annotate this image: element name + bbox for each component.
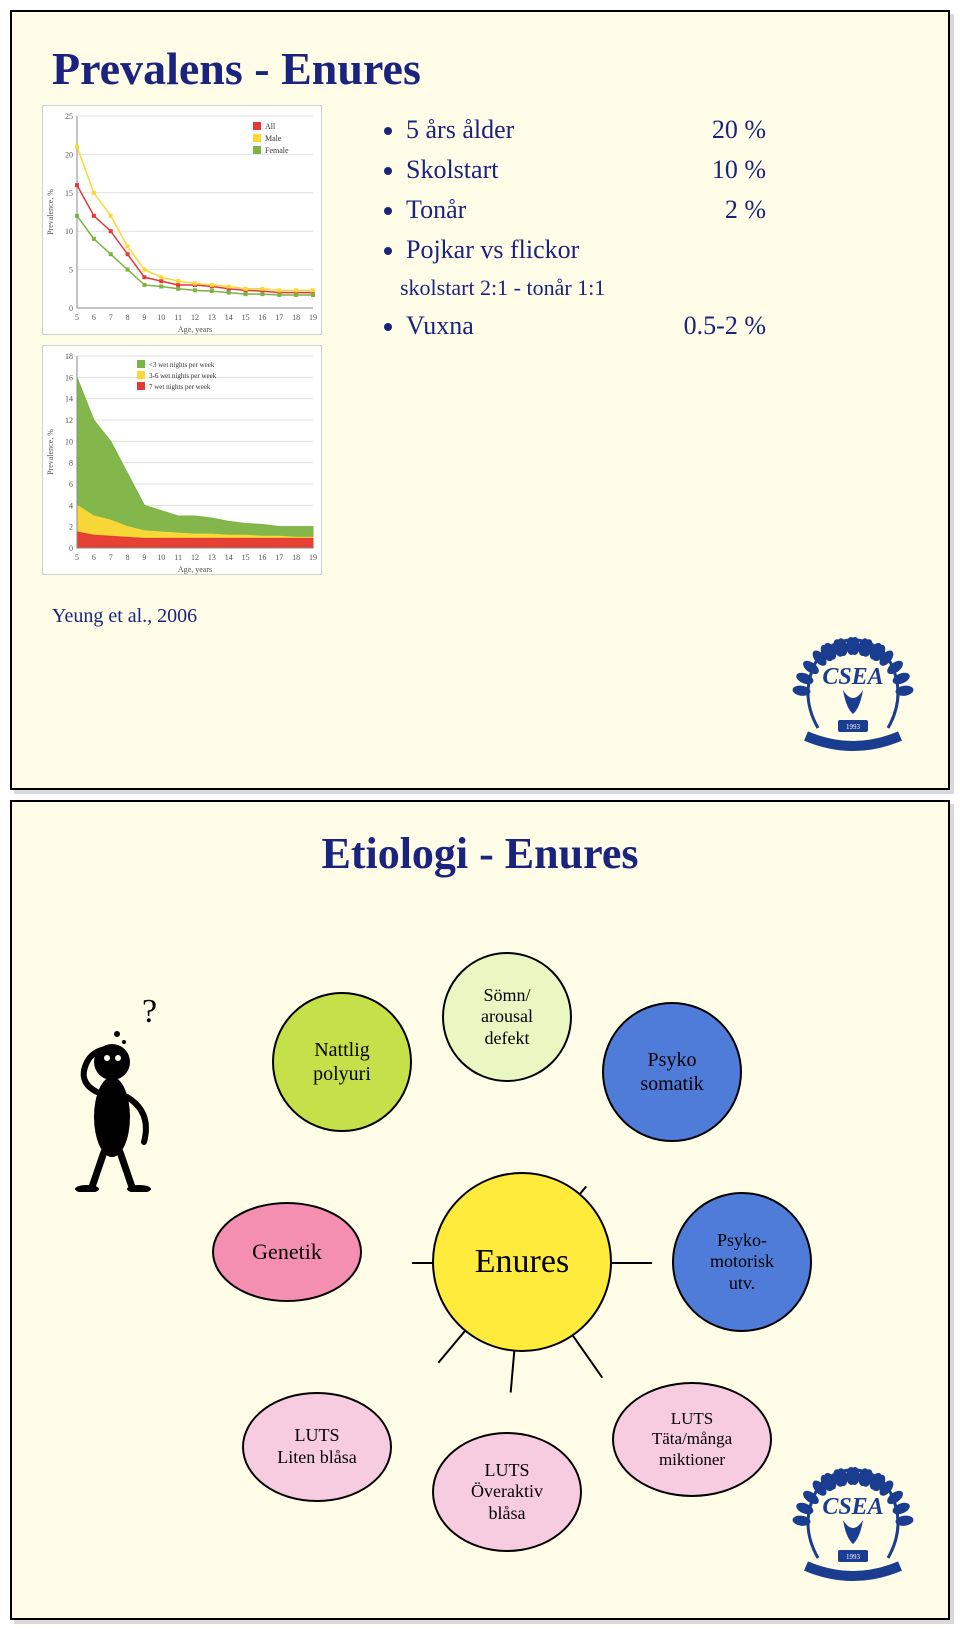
svg-text:12: 12 xyxy=(191,553,199,562)
svg-text:12: 12 xyxy=(65,416,73,425)
svg-text:15: 15 xyxy=(242,553,250,562)
svg-text:8: 8 xyxy=(126,313,130,322)
bullet-item: Pojkar vs flickor xyxy=(406,235,918,265)
bullet-item: Vuxna0.5-2 % xyxy=(406,311,918,341)
bubble-genetik: Genetik xyxy=(212,1202,362,1302)
slide-etiologi: Etiologi - Enures ? NattligpolyuriSömn/a… xyxy=(10,800,950,1620)
bullet-item: Tonår2 % xyxy=(406,195,918,225)
thinking-figure-icon: ? xyxy=(72,992,192,1192)
bubble-psykomot: Psyko-motoriskutv. xyxy=(672,1192,812,1332)
svg-text:8: 8 xyxy=(69,459,73,468)
svg-text:6: 6 xyxy=(92,553,96,562)
slide-prevalens: Prevalens - Enures 051015202556789101112… xyxy=(10,10,950,790)
bubble-center: Enures xyxy=(432,1172,612,1352)
svg-text:13: 13 xyxy=(208,313,216,322)
svg-text:14: 14 xyxy=(65,395,73,404)
bubble-luts-tata: LUTSTäta/mångamiktioner xyxy=(612,1382,772,1497)
bullet-item: 5 års ålder20 % xyxy=(406,115,918,145)
svg-text:5: 5 xyxy=(75,553,79,562)
svg-text:13: 13 xyxy=(208,553,216,562)
svg-text:10: 10 xyxy=(157,313,165,322)
svg-text:10: 10 xyxy=(157,553,165,562)
slide1-body: 05101520255678910111213141516171819AllMa… xyxy=(12,105,948,575)
svg-text:2: 2 xyxy=(69,523,73,532)
bubble-luts-over: LUTSÖveraktivblåsa xyxy=(432,1432,582,1552)
svg-text:10: 10 xyxy=(65,227,73,236)
bullet-column: 5 års ålder20 % Skolstart10 % Tonår2 % Pojk… xyxy=(342,105,918,575)
svg-text:19: 19 xyxy=(309,553,317,562)
svg-text:1993: 1993 xyxy=(846,723,861,731)
svg-text:0: 0 xyxy=(69,304,73,313)
bubble-luts-liten: LUTSLiten blåsa xyxy=(242,1392,392,1502)
svg-text:8: 8 xyxy=(126,553,130,562)
svg-text:19: 19 xyxy=(309,313,317,322)
svg-text:18: 18 xyxy=(292,553,300,562)
svg-text:Female: Female xyxy=(265,146,289,155)
csea-logo: CSEA 1993 xyxy=(788,628,918,758)
prevalence-line-chart: 05101520255678910111213141516171819AllMa… xyxy=(42,105,322,335)
svg-text:6: 6 xyxy=(92,313,96,322)
svg-text:3-6 wet nights per week: 3-6 wet nights per week xyxy=(149,372,217,380)
svg-text:Age, years: Age, years xyxy=(178,565,212,574)
svg-text:0: 0 xyxy=(69,544,73,553)
svg-text:5: 5 xyxy=(69,266,73,275)
svg-text:14: 14 xyxy=(225,313,233,322)
svg-text:9: 9 xyxy=(142,553,146,562)
bubble-nattlig: Nattligpolyuri xyxy=(272,992,412,1132)
svg-text:12: 12 xyxy=(191,313,199,322)
slide1-title: Prevalens - Enures xyxy=(12,12,948,105)
slide2-title: Etiologi - Enures xyxy=(12,802,948,889)
svg-text:Age, years: Age, years xyxy=(178,325,212,334)
area-chart-svg: 0 2 4 6 8 10 12 14 16 18 5 6 7 8 9 10 11 12 13 14 15 16 17 18 19… xyxy=(43,346,323,576)
svg-text:15: 15 xyxy=(242,313,250,322)
svg-text:Prevalence, %: Prevalence, % xyxy=(46,189,55,235)
svg-text:25: 25 xyxy=(65,112,73,121)
svg-text:5: 5 xyxy=(75,313,79,322)
svg-text:Male: Male xyxy=(265,134,282,143)
bullet-item: Skolstart10 % xyxy=(406,155,918,185)
prevalence-bullets: 5 års ålder20 % Skolstart10 % Tonår2 % Pojk… xyxy=(372,115,918,341)
svg-text:7: 7 xyxy=(109,553,113,562)
bullet-item: skolstart 2:1 - tonår 1:1 xyxy=(400,275,918,301)
svg-text:Prevalence, %: Prevalence, % xyxy=(46,429,55,475)
bubble-somn: Sömn/arousaldefekt xyxy=(442,952,572,1082)
svg-text:4: 4 xyxy=(69,501,73,510)
svg-text:11: 11 xyxy=(174,313,182,322)
svg-text:?: ? xyxy=(142,993,157,1030)
chart-column: 05101520255678910111213141516171819AllMa… xyxy=(42,105,342,575)
svg-text:CSEA: CSEA xyxy=(822,1494,883,1520)
svg-text:7: 7 xyxy=(109,313,113,322)
svg-text:15: 15 xyxy=(65,189,73,198)
svg-text:1993: 1993 xyxy=(846,1553,861,1561)
svg-text:18: 18 xyxy=(292,313,300,322)
svg-text:18: 18 xyxy=(65,352,73,361)
svg-text:16: 16 xyxy=(258,553,266,562)
svg-text:CSEA: CSEA xyxy=(822,664,883,690)
svg-text:10: 10 xyxy=(65,437,73,446)
svg-text:All: All xyxy=(265,122,276,131)
citation-text: Yeung et al., 2006 xyxy=(52,605,197,628)
svg-text:14: 14 xyxy=(225,553,233,562)
line-chart-svg: 05101520255678910111213141516171819AllMa… xyxy=(43,106,323,336)
svg-text:6: 6 xyxy=(69,480,73,489)
etiology-diagram: NattligpolyuriSömn/arousaldefektPsykosom… xyxy=(212,922,832,1562)
svg-text:17: 17 xyxy=(275,553,283,562)
bubble-psyko: Psykosomatik xyxy=(602,1002,742,1142)
csea-logo: CSEA 1993 xyxy=(788,1458,918,1588)
svg-text:7 wet nights per week: 7 wet nights per week xyxy=(149,383,211,391)
svg-text:9: 9 xyxy=(142,313,146,322)
svg-text:20: 20 xyxy=(65,150,73,159)
svg-text:<3 wet nights per week: <3 wet nights per week xyxy=(149,361,215,369)
svg-text:11: 11 xyxy=(174,553,182,562)
prevalence-area-chart: 0 2 4 6 8 10 12 14 16 18 5 6 7 8 9 10 11 12 13 14 15 16 17 18 19… xyxy=(42,345,322,575)
svg-text:16: 16 xyxy=(65,373,73,382)
svg-text:16: 16 xyxy=(258,313,266,322)
svg-text:17: 17 xyxy=(275,313,283,322)
